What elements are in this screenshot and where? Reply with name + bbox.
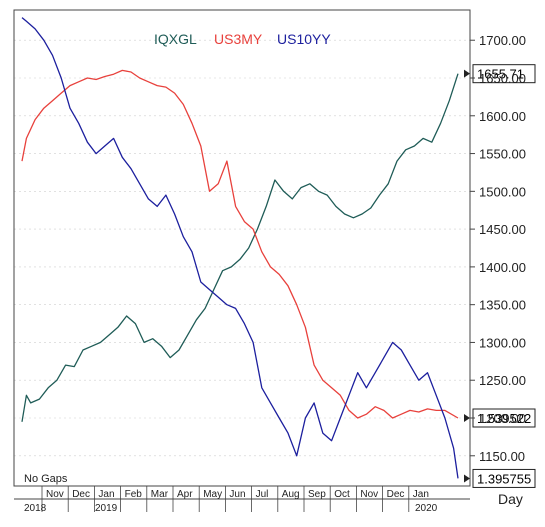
y-tick-label: 1400.00 [479, 260, 526, 275]
grid-layer [14, 39, 470, 457]
last-value-arrow-us3my [464, 414, 470, 422]
x-month-label: May [203, 489, 222, 500]
axis-layer: 1700.00 1650.00 1600.00 1550.00 1500.00 1450.… [13, 9, 526, 514]
x-month-label: Oct [334, 489, 350, 500]
x-month-label: Nov [46, 489, 64, 500]
last-value-arrow-iqxgl [464, 69, 470, 78]
y-tick-label: 1550.00 [479, 147, 526, 162]
series-line-us3my [21, 69, 459, 419]
legend-us10yy: US10YY [277, 31, 331, 47]
y-tick-label: 1200.00 [479, 411, 526, 426]
x-month-label: Aug [282, 489, 300, 500]
x-month-label: Dec [387, 489, 405, 500]
last-value-label-iqxgl: 1655.71 [477, 67, 524, 82]
x-month-label: Jul [256, 489, 269, 500]
x-month-label: Feb [125, 489, 143, 500]
no-gaps-note: No Gaps [24, 473, 68, 485]
period-label: Day [498, 491, 523, 507]
x-month-label: Mar [151, 489, 169, 500]
last-value-box-us10yy [472, 468, 536, 488]
x-month-label: Dec [72, 489, 90, 500]
x-month-label: Jun [229, 489, 245, 500]
x-year-label: 2019 [95, 503, 118, 514]
y-tick-label: 1150.00 [479, 449, 525, 464]
legend: IQXGL US3MY US10YY [154, 31, 331, 47]
y-tick-label: 1350.00 [479, 298, 526, 313]
series-line-us10yy [21, 17, 459, 479]
series-line-iqxgl [21, 73, 459, 422]
x-month-label: Jan [98, 489, 114, 500]
y-tick-label: 1650.00 [479, 71, 526, 86]
last-value-box-iqxgl [472, 64, 536, 84]
x-month-label: Jan [413, 489, 429, 500]
y-tick-label: 1500.00 [479, 184, 526, 199]
x-month-label: Sep [308, 489, 326, 500]
plot-frame [13, 9, 471, 487]
y-tick-label: 1600.00 [479, 109, 526, 124]
last-value-label-us10yy: 1.395755 [477, 471, 531, 486]
y-tick-label: 1250.00 [479, 373, 526, 388]
y-tick-label: 1450.00 [479, 222, 526, 237]
x-year-label: 2018 [24, 503, 47, 514]
last-value-arrow-us10yy [464, 474, 470, 483]
legend-iqxgl: IQXGL [154, 31, 197, 47]
last-value-label-us3my: 1.539522 [477, 411, 531, 426]
series-layer: 1655.71 1.539522 1.395755 [21, 17, 536, 488]
y-tick-label: 1700.00 [479, 33, 526, 48]
x-month-label: Apr [177, 489, 193, 500]
x-month-label: Nov [360, 489, 378, 500]
legend-us3my: US3MY [214, 31, 263, 47]
x-year-label: 2020 [415, 503, 438, 514]
y-tick-label: 1300.00 [479, 335, 526, 350]
